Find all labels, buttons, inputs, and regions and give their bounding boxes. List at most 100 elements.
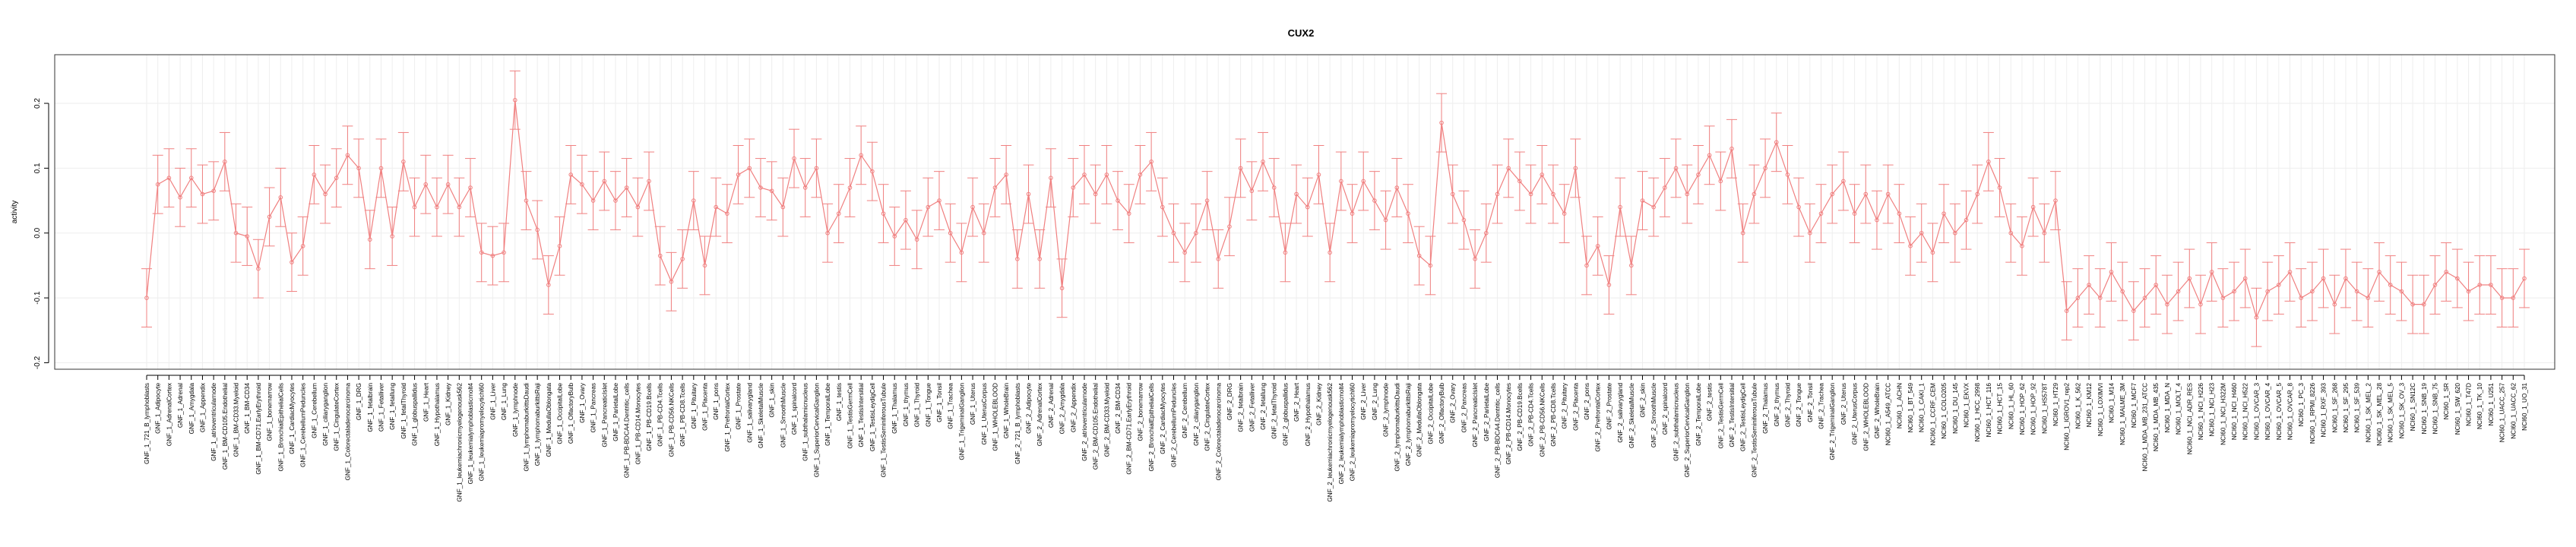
data-point [970,204,975,210]
x-tick-label: GNF_2_721_B_lymphoblasts [1014,383,1021,464]
data-point [1540,172,1545,177]
data-point [1628,263,1634,268]
x-tick-label: NCI60_1_MOLT_4 [2176,383,2182,435]
x-tick-label: GNF_2_Thyroid [1784,383,1791,428]
x-tick-label: GNF_1_Pituitary [691,382,698,428]
data-point [1037,257,1043,261]
x-tick-label: GNF_2_ParietalLobe [1483,383,1490,441]
data-point [1383,217,1388,223]
data-point [691,198,696,203]
y-tick-label: 0.0 [33,227,42,238]
data-point [1216,257,1221,261]
x-tick-label: GNF_2_Fetalliver [1248,383,1255,432]
x-tick-label: GNF_1_bonemarrow [267,383,274,441]
x-tick-label: GNF_2_PB-CD14.Monocytes [1505,383,1512,464]
x-tick-label: GNF_1_CardiacMyocytes [289,383,296,454]
x-tick-label: GNF_1_BronchialEpithelialCells [277,383,284,472]
x-tick-label: NCI60_1_K_562 [2074,383,2081,429]
x-tick-label: NCI60_1_HL_60 [2008,383,2014,429]
x-tick-label: GNF_1_Uterus [970,383,976,425]
x-tick-label: GNF_2_Thalamus [1762,383,1769,434]
y-tick-label: 0.2 [33,98,42,109]
x-tick-label: GNF_1_TemporalLobe [824,383,831,446]
data-point [2466,289,2471,294]
x-tick-label: GNF_2_PrefrontalCortex [1595,383,1602,452]
data-point [546,283,551,287]
x-tick-label: GNF_1_TestisLeydigCell [869,383,876,451]
data-point [2254,315,2259,320]
x-tick-label: NCI60_1_NCI_ADR_RES [2186,382,2193,454]
data-point [1484,230,1489,236]
x-tick-label: GNF_2_Pituitary [1562,382,1568,428]
x-tick-label: NCI60_1_SK_MEL_5 [2388,383,2394,443]
data-point [423,182,429,187]
x-tick-label: GNF_1_skin [769,383,776,418]
data-point [155,182,160,187]
data-point [870,169,875,174]
data-point [1875,217,1879,223]
data-point [747,166,752,171]
x-tick-label: GNF_1_lymphnode [512,383,519,437]
data-point [2198,302,2203,307]
data-point [1316,172,1321,177]
data-point [1126,211,1131,216]
x-tick-label: NCI60_1_HCT_116 [1986,383,1992,438]
x-tick-label: GNF_1_WHOLEBLOOD [992,383,998,451]
x-tick-label: NCI60_1_SNB_19 [2421,383,2428,435]
x-tick-label: GNF_2_SuperiorCervicalGanglion [1684,383,1691,478]
x-tick-label: GNF_2_CingulateCortex [1204,383,1211,451]
data-point [144,296,149,300]
x-tick-label: GNF_2_BronchialEpithelialCells [1148,383,1155,472]
data-point [1785,172,1790,177]
data-point [1919,230,1924,236]
x-tick-label: GNF_1_Colorectaladenocarcinoma [344,383,351,481]
data-point [356,166,361,171]
data-point [613,198,618,203]
x-axis: GNF_1_721_B_lymphoblasts GNF_1_Adipocyte G… [144,375,2528,502]
data-point [200,191,205,197]
x-tick-label: GNF_2_leukemialymphoblasticmolt4 [1338,383,1345,485]
x-tick-label: GNF_1_atrioventricularnode [210,383,217,461]
x-tick-label: GNF_2_DRG [1226,383,1233,420]
x-tick-label: NCI60_1_SR [2443,383,2450,419]
data-point [211,188,216,194]
data-point [1361,179,1366,184]
data-point [2120,289,2125,294]
x-tick-label: NCI60_1_NCI_H522 [2242,383,2249,441]
data-point [903,217,908,223]
data-point [1015,257,1020,261]
data-point [1394,185,1400,190]
x-tick-label: GNF_2_OccipitalLobe [1427,383,1434,444]
x-tick-label: GNF_2_ciliaryganglion [1193,383,1200,446]
x-tick-label: NCI60_1_HCC_2998 [1974,383,1981,442]
data-point [178,194,182,200]
data-point [1885,191,1891,197]
x-tick-label: GNF_2_PB-CD19.Bcells [1517,383,1524,451]
data-point [590,198,596,203]
x-tick-label: NCI60_1_A549_ATCC [1885,383,1892,445]
data-point [937,198,941,203]
x-tick-label: GNF_1_SmoothMuscle [780,383,786,448]
x-tick-label: GNF_1_globuspallidus [412,383,419,446]
data-point [1416,253,1422,258]
x-tick-label: GNF_1_WholeBrain [1003,383,1010,439]
data-point [2176,289,2181,294]
data-point [1763,166,1767,171]
data-point [2432,283,2438,287]
x-tick-label: GNF_2_atrioventricularnode [1081,383,1088,461]
data-point [2097,296,2103,300]
data-point [345,153,350,158]
x-tick-label: GNF_1_PB-CD4.Tcells [657,383,664,447]
data-point [1808,230,1812,236]
data-point [2109,270,2114,274]
data-point [2354,289,2359,294]
data-point [1059,286,1065,291]
x-tick-label: NCI60_1_SF_539 [2354,383,2361,433]
data-point [1406,211,1410,216]
x-tick-label: GNF_1_Ovary [579,382,586,423]
plot-grid [55,55,2555,369]
data-point [479,250,484,255]
data-point [1528,191,1533,197]
data-point [1975,191,1979,197]
data-point [2499,296,2505,300]
